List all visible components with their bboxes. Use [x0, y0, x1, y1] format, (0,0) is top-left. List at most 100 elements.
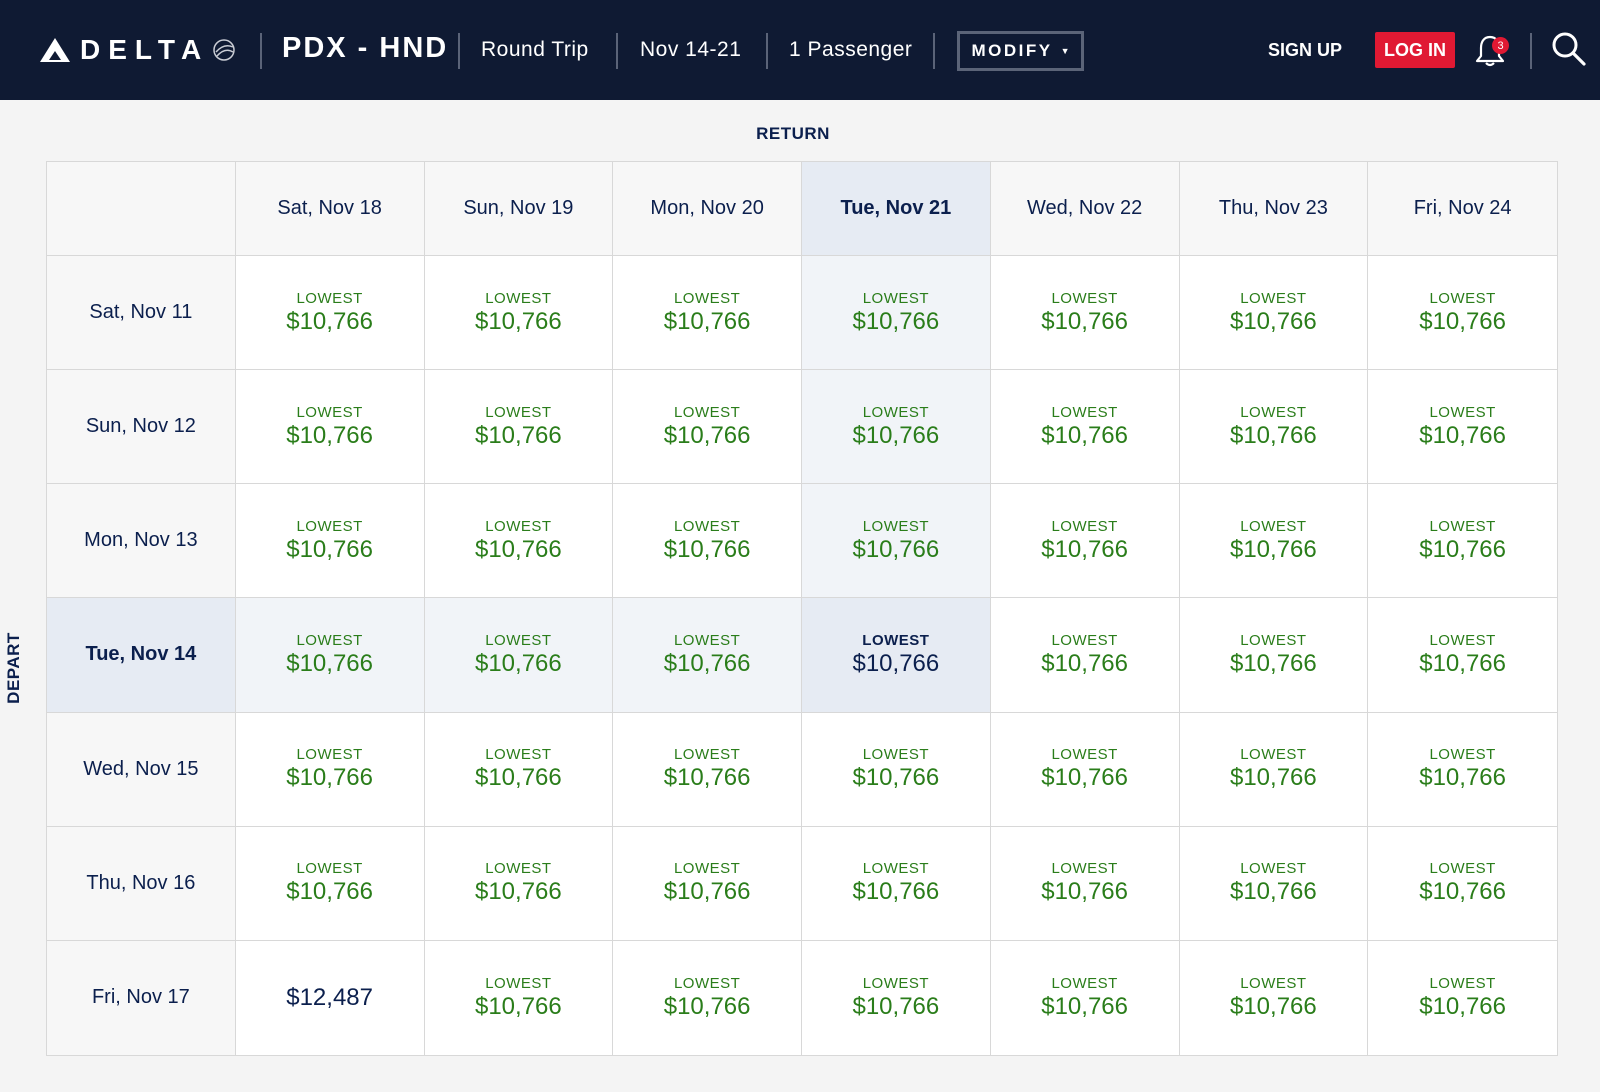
fare-cell[interactable]: LOWEST $10,766	[802, 940, 991, 1055]
fare-price: $10,766	[474, 878, 562, 906]
fare-cell[interactable]: LOWEST $10,766	[1179, 256, 1369, 371]
fare-cell[interactable]: LOWEST $10,766	[1368, 256, 1557, 371]
fare-cell[interactable]: LOWEST $10,766	[990, 940, 1180, 1055]
depart-date-header[interactable]: Tue, Nov 14	[47, 598, 236, 713]
lowest-fare-tag: LOWEST	[862, 517, 930, 535]
lowest-fare-tag: LOWEST	[1429, 974, 1496, 992]
fare-cell[interactable]: LOWEST $10,766	[235, 484, 425, 599]
lowest-fare-tag: LOWEST	[673, 517, 741, 535]
fare-cell[interactable]: LOWEST $10,766	[1179, 598, 1369, 713]
fare-cell[interactable]: LOWEST $10,766	[424, 940, 614, 1055]
return-date-header[interactable]: Tue, Nov 21	[802, 162, 991, 256]
lowest-fare-tag: LOWEST	[673, 974, 741, 992]
return-date-header[interactable]: Thu, Nov 23	[1179, 162, 1369, 256]
divider	[616, 33, 618, 69]
delta-logo[interactable]: DELTA	[40, 34, 237, 66]
fare-cell[interactable]: LOWEST $10,766	[1179, 712, 1369, 827]
fare-cell[interactable]: LOWEST $10,766	[235, 826, 425, 941]
fare-cell[interactable]: LOWEST $10,766	[1179, 826, 1369, 941]
fare-price: $10,766	[1419, 878, 1506, 906]
return-date-header[interactable]: Fri, Nov 24	[1368, 162, 1557, 256]
fare-cell[interactable]: LOWEST $10,766	[424, 484, 614, 599]
fare-cell[interactable]: LOWEST $10,766	[990, 712, 1180, 827]
fare-cell[interactable]: LOWEST $10,766	[990, 256, 1180, 371]
return-date-header[interactable]: Mon, Nov 20	[613, 162, 802, 256]
fare-cell[interactable]: LOWEST $10,766	[235, 598, 425, 713]
fare-price: $10,766	[1041, 307, 1128, 335]
fare-cell[interactable]: LOWEST $10,766	[424, 712, 614, 827]
route-label[interactable]: PDX - HND	[282, 32, 449, 64]
fare-cell[interactable]: LOWEST $10,766	[1368, 940, 1557, 1055]
fare-price: $10,766	[1229, 878, 1317, 906]
fare-cell[interactable]: LOWEST $10,766	[1179, 370, 1369, 485]
fare-price: $10,766	[852, 421, 940, 449]
fare-price: $10,766	[474, 649, 562, 677]
fare-cell[interactable]: LOWEST $10,766	[802, 826, 991, 941]
fare-price: $10,766	[663, 421, 751, 449]
depart-date-header[interactable]: Fri, Nov 17	[47, 940, 236, 1055]
notification-badge: 3	[1492, 37, 1509, 54]
fare-cell[interactable]: LOWEST $10,766	[1179, 484, 1369, 599]
fare-price: $10,766	[474, 535, 562, 563]
depart-date-header[interactable]: Mon, Nov 13	[47, 484, 236, 599]
fare-cell[interactable]: LOWEST $10,766	[990, 484, 1180, 599]
divider	[1530, 33, 1532, 69]
depart-date-header[interactable]: Wed, Nov 15	[47, 712, 236, 827]
fare-cell[interactable]: LOWEST $10,766	[235, 712, 425, 827]
passengers-label[interactable]: 1 Passenger	[789, 38, 913, 61]
lowest-fare-tag: LOWEST	[485, 974, 552, 992]
fare-cell[interactable]: LOWEST $10,766	[235, 256, 425, 371]
return-date-header[interactable]: Wed, Nov 22	[990, 162, 1180, 256]
fare-cell[interactable]: LOWEST $10,766	[424, 598, 614, 713]
fare-cell[interactable]: LOWEST $10,766	[424, 256, 614, 371]
fare-cell[interactable]: LOWEST $10,766	[424, 370, 614, 485]
dates-label[interactable]: Nov 14-21	[640, 38, 742, 61]
fare-cell[interactable]: LOWEST $10,766	[613, 484, 802, 599]
log-in-button[interactable]: LOG IN	[1375, 32, 1455, 68]
fare-cell[interactable]: LOWEST $10,766	[613, 256, 802, 371]
return-date-header[interactable]: Sun, Nov 19	[424, 162, 614, 256]
fare-cell[interactable]: LOWEST $10,766	[613, 712, 802, 827]
lowest-fare-tag: LOWEST	[862, 403, 930, 421]
fare-cell[interactable]: LOWEST $10,766	[1368, 712, 1557, 827]
fare-cell[interactable]: LOWEST $10,766	[1368, 598, 1557, 713]
delta-widget-icon	[40, 38, 70, 62]
fare-cell[interactable]: LOWEST $10,766	[1179, 940, 1369, 1055]
lowest-fare-tag: LOWEST	[1240, 403, 1307, 421]
fare-cell[interactable]: LOWEST $10,766	[613, 370, 802, 485]
depart-date-header[interactable]: Thu, Nov 16	[47, 826, 236, 941]
fare-cell[interactable]: LOWEST $10,766	[990, 598, 1180, 713]
search-icon[interactable]	[1551, 31, 1587, 67]
fare-cell[interactable]: LOWEST $10,766	[990, 826, 1180, 941]
fare-cell[interactable]: LOWEST $10,766	[613, 598, 802, 713]
fare-cell[interactable]: LOWEST $10,766	[235, 370, 425, 485]
lowest-fare-tag: LOWEST	[1240, 289, 1307, 307]
fare-cell[interactable]: LOWEST $10,766	[802, 598, 991, 713]
fare-cell[interactable]: LOWEST $10,766	[424, 826, 614, 941]
fare-price: $10,766	[852, 535, 940, 563]
sign-up-link[interactable]: SIGN UP	[1268, 40, 1343, 60]
fare-cell[interactable]: LOWEST $10,766	[613, 940, 802, 1055]
fare-cell[interactable]: LOWEST $10,766	[1368, 826, 1557, 941]
fare-cell[interactable]: LOWEST $10,766	[802, 484, 991, 599]
fare-price: $10,766	[1419, 421, 1506, 449]
fare-price: $10,766	[286, 649, 373, 677]
fare-cell[interactable]: LOWEST $10,766	[1368, 370, 1557, 485]
fare-price: $10,766	[663, 878, 751, 906]
fare-cell[interactable]: LOWEST $10,766	[802, 370, 991, 485]
fare-cell[interactable]: LOWEST $10,766	[802, 712, 991, 827]
lowest-fare-tag: LOWEST	[485, 289, 552, 307]
depart-date-header[interactable]: Sat, Nov 11	[47, 256, 236, 371]
modify-button[interactable]: MODIFY ▼	[957, 31, 1084, 71]
fare-price: $10,766	[1419, 535, 1506, 563]
fare-cell[interactable]: LOWEST $10,766	[990, 370, 1180, 485]
depart-date-header[interactable]: Sun, Nov 12	[47, 370, 236, 485]
fare-cell[interactable]: LOWEST $10,766	[802, 256, 991, 371]
fare-cell[interactable]: LOWEST $10,766	[1368, 484, 1557, 599]
fare-cell[interactable]: $12,487	[235, 940, 425, 1055]
return-date-header[interactable]: Sat, Nov 18	[235, 162, 425, 256]
return-axis-label: RETURN	[756, 124, 830, 143]
trip-type-label[interactable]: Round Trip	[481, 38, 589, 61]
fare-cell[interactable]: LOWEST $10,766	[613, 826, 802, 941]
fare-price: $10,766	[663, 307, 751, 335]
